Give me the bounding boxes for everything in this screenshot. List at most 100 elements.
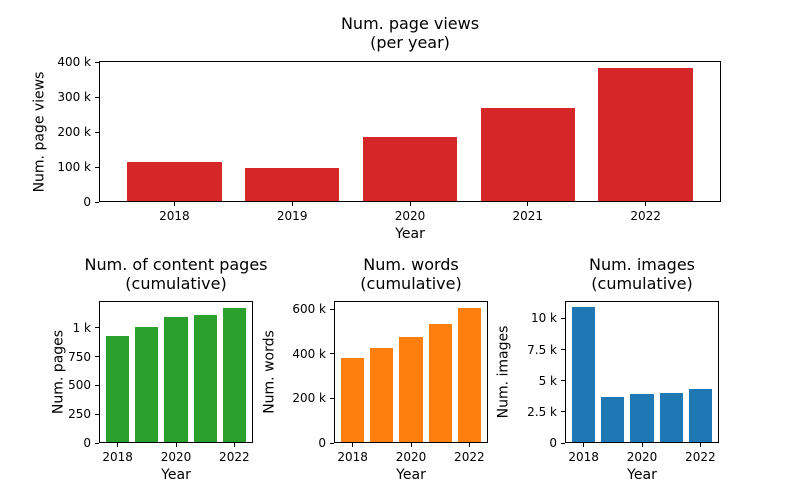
bar-2019 <box>370 348 394 443</box>
x-tickmark <box>233 443 235 447</box>
x-tickmark <box>173 202 175 206</box>
x-tickmark <box>352 443 354 447</box>
bar-2021 <box>659 392 683 443</box>
x-tickmark <box>583 443 585 447</box>
y-tick-label: 7.5 k <box>527 342 557 357</box>
x-axis-label-words: Year <box>396 467 426 483</box>
y-tick-label: 400 k <box>292 346 326 361</box>
x-tick-label: 2020 <box>160 450 192 464</box>
x-tickmark <box>291 202 293 206</box>
y-tickmark <box>95 166 99 168</box>
y-tick-label: 1 k <box>72 320 91 335</box>
y-axis-label-words: Num. words <box>261 330 278 414</box>
plot-frame-words <box>334 301 488 443</box>
y-tickmark <box>561 317 565 319</box>
y-tick-label: 0 <box>549 436 557 450</box>
bar-2022 <box>222 307 246 443</box>
x-tick-label: 2022 <box>219 450 250 464</box>
bar-2020 <box>164 316 188 443</box>
x-axis-label-page_views: Year <box>395 226 425 242</box>
bar-2020 <box>362 136 458 202</box>
bar-2018 <box>127 161 222 202</box>
y-tickmark <box>95 61 99 63</box>
y-tick-label: 200 k <box>57 125 91 140</box>
y-tickmark <box>95 384 99 386</box>
y-tick-label: 200 k <box>292 391 326 406</box>
bar-2019 <box>245 167 340 202</box>
y-tick-label: 10 k <box>530 311 557 326</box>
bar-2018 <box>341 358 365 443</box>
plot-frame-images <box>565 301 719 443</box>
y-tick-label: 0 <box>318 436 326 450</box>
y-axis-label-page_views: Num. page views <box>31 71 48 192</box>
y-tickmark <box>95 442 99 444</box>
x-tickmark <box>175 443 177 447</box>
x-tickmark <box>645 202 647 206</box>
y-tickmark <box>95 327 99 329</box>
y-tickmark <box>561 411 565 413</box>
x-tick-label: 2020 <box>395 450 427 464</box>
bar-2020 <box>630 394 654 443</box>
bar-2021 <box>193 315 217 443</box>
y-axis-label-images: Num. images <box>495 325 512 419</box>
y-tick-label: 300 k <box>57 90 91 105</box>
y-tick-label: 500 <box>68 378 91 393</box>
bar-2018 <box>572 307 596 443</box>
x-tickmark <box>117 443 119 447</box>
chart-title-page_views: Num. page views (per year) <box>340 14 480 52</box>
bar-2022 <box>598 67 693 202</box>
x-tick-label: 2022 <box>685 450 716 464</box>
x-axis-label-images: Year <box>627 467 657 483</box>
bar-2022 <box>688 389 712 443</box>
x-tickmark <box>527 202 529 206</box>
y-tickmark <box>330 397 334 399</box>
bar-2018 <box>106 335 130 443</box>
y-tick-label: 0 <box>83 436 91 450</box>
y-tickmark <box>95 413 99 415</box>
y-tickmark <box>330 353 334 355</box>
y-tick-label: 0 <box>83 195 91 209</box>
plot-frame-pages <box>99 301 253 443</box>
x-tick-label: 2020 <box>626 450 658 464</box>
x-tick-label: 2018 <box>102 450 133 464</box>
bar-2021 <box>480 108 575 202</box>
x-tick-label: 2022 <box>630 209 661 223</box>
y-tickmark <box>95 356 99 358</box>
x-tick-label: 2018 <box>568 450 599 464</box>
x-tick-label: 2018 <box>159 209 190 223</box>
y-tick-label: 750 <box>68 349 91 364</box>
plot-frame-page_views <box>99 61 721 202</box>
bar-2022 <box>457 307 481 443</box>
x-tickmark <box>641 443 643 447</box>
y-tickmark <box>95 131 99 133</box>
x-tick-label: 2020 <box>394 209 426 223</box>
bar-2019 <box>601 396 625 443</box>
bar-2019 <box>135 327 159 443</box>
chart-title-pages: Num. of content pages (cumulative) <box>84 255 268 293</box>
y-axis-label-pages: Num. pages <box>50 329 67 415</box>
y-tickmark <box>561 442 565 444</box>
y-tickmark <box>561 349 565 351</box>
y-tickmark <box>95 201 99 203</box>
x-tickmark <box>699 443 701 447</box>
y-tick-label: 600 k <box>292 302 326 317</box>
y-tickmark <box>95 96 99 98</box>
chart-title-words: Num. words (cumulative) <box>360 255 462 293</box>
y-tick-label: 100 k <box>57 160 91 175</box>
x-tick-label: 2018 <box>337 450 368 464</box>
x-tick-label: 2019 <box>276 209 308 223</box>
y-tick-label: 2.5 k <box>527 404 557 419</box>
x-tick-label: 2022 <box>454 450 485 464</box>
x-tickmark <box>409 202 411 206</box>
x-tickmark <box>410 443 412 447</box>
bar-2021 <box>428 323 452 443</box>
x-axis-label-pages: Year <box>161 467 191 483</box>
y-tick-label: 5 k <box>538 373 557 388</box>
y-tickmark <box>561 380 565 382</box>
x-tickmark <box>468 443 470 447</box>
bar-2020 <box>399 336 423 443</box>
y-tick-label: 400 k <box>57 55 91 70</box>
y-tickmark <box>330 442 334 444</box>
chart-title-images: Num. images (cumulative) <box>588 255 696 293</box>
